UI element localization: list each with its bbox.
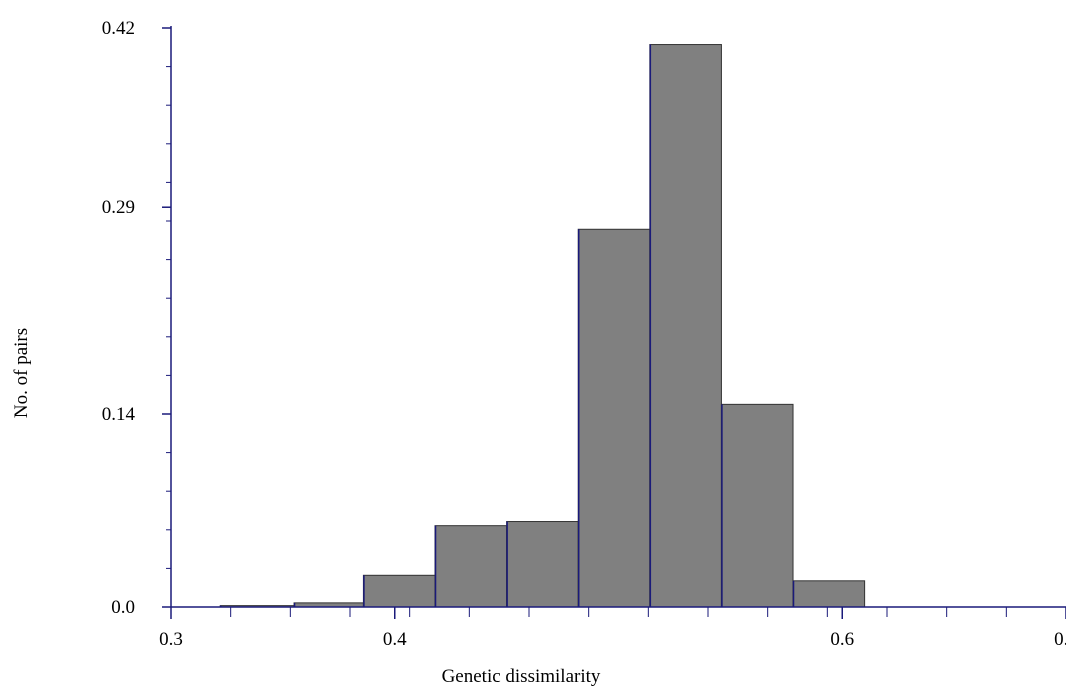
x-tick-label: 0.3 (159, 629, 183, 650)
y-tick-label: 0.42 (102, 18, 135, 39)
tick-labels: 0.0 0.14 0.29 0.42 0.3 0.4 0.6 0.7 (102, 18, 1066, 650)
y-tick-label: 0.0 (111, 597, 135, 618)
histogram-bar-7 (649, 44, 722, 608)
tick-marks (162, 27, 1066, 619)
axes (170, 26, 1066, 608)
histogram-bar-6 (577, 228, 651, 608)
histogram-bar-9 (792, 580, 866, 608)
x-tick-label: 0.6 (830, 629, 854, 650)
x-tick-label: 0.7 (1054, 629, 1066, 650)
histogram-bar-4 (434, 525, 508, 608)
y-axis-title: No. of pairs (11, 328, 32, 418)
histogram-bars (219, 44, 866, 608)
histogram-bar-3 (362, 574, 436, 608)
y-tick-label: 0.14 (102, 404, 136, 425)
y-tick-label: 0.29 (102, 197, 135, 218)
x-axis-title: Genetic dissimilarity (442, 666, 601, 687)
x-tick-label: 0.4 (383, 629, 407, 650)
histogram-bar-5 (506, 521, 579, 608)
bin-dividers (219, 44, 795, 607)
histogram-bar-8 (720, 403, 794, 608)
